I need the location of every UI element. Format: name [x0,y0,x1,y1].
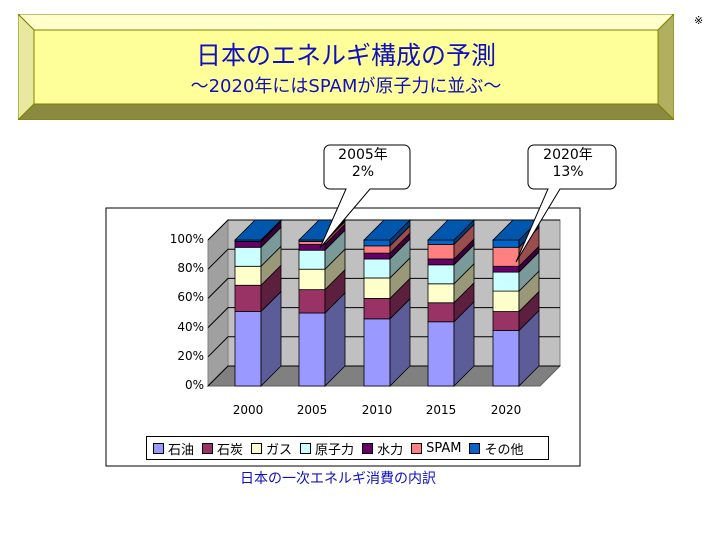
legend-swatch [251,442,263,454]
bar-front [298,312,326,387]
page-title: 日本のエネルギ構成の予測 [195,41,496,70]
corner-mark: ※ [694,14,704,27]
bar-front [298,249,326,270]
bars [234,219,540,387]
title-box: 日本のエネルギ構成の予測 ～2020年にはSPAMが原子力に並ぶ～ [18,14,674,120]
bar-front [298,289,326,314]
bar-front [363,297,391,320]
bar-front [492,239,520,248]
legend-label: その他 [484,442,524,458]
bar-front [427,258,455,266]
legend-label: 石炭 [217,442,244,458]
bar-front [427,302,455,323]
bar-segment [427,223,475,260]
legend-swatch [300,442,312,454]
x-tick-label: 2015 [425,403,457,417]
bar-front [234,265,262,286]
callout-2020-bubble [515,144,617,263]
bar-front [492,290,520,312]
bar-segment [427,262,475,304]
legend-item: SPAM [411,441,461,456]
bar-front [298,241,326,245]
bar-segment [298,229,346,271]
bar-front [234,311,262,387]
x-tick-label: 2005 [296,403,328,417]
legend-item: 石炭 [202,439,243,458]
bar-front [234,246,262,267]
bar-front [363,239,391,247]
legend-label: ガス [266,442,293,458]
chart-side-wall [207,218,229,388]
bar-front [298,268,326,291]
legend-item: 原子力 [300,439,354,458]
callout-2020: 2020年 13% [528,147,608,181]
chart-legend: 石油 石炭 ガス 原子力 水力 SPAM その他 [146,436,549,460]
bar-segment [492,290,540,332]
y-tick-label: 60% [177,290,204,305]
y-tick-label: 20% [177,348,204,363]
legend-swatch [153,442,164,454]
bar-front [363,318,391,387]
bar-front [492,330,520,387]
bar-front [363,252,391,260]
bar-top [427,219,475,241]
bar-segment [234,245,282,287]
bar-front [492,271,520,292]
page-subtitle: ～2020年にはSPAMが原子力に並ぶ～ [190,76,502,97]
legend-item: ガス [251,439,292,458]
y-tick-label: 80% [177,261,204,276]
bar-front [492,265,520,273]
bar-front [234,241,262,248]
bar-front [492,246,520,267]
legend-swatch [362,442,374,454]
bar-segment [363,238,411,279]
bar-front [234,284,262,312]
y-tick-label: 40% [177,319,204,334]
bar-front [427,239,455,245]
bar-front [427,264,455,285]
bar-front [492,311,520,331]
legend-item: 水力 [362,439,403,458]
callout-2005-bubble [319,144,411,249]
legend-label: 水力 [377,442,404,458]
bar-segment [363,297,411,387]
bar-segment [492,270,540,313]
bar-front [363,245,391,254]
bar-segment [234,226,282,268]
legend-swatch [202,442,214,454]
x-tick-label: 2020 [490,403,522,417]
y-tick-label: 100% [169,232,204,246]
chart-caption: 日本の一次エネルギ消費の内訳 [240,471,436,487]
y-tick-label: 0% [184,378,204,392]
bar-front [363,277,391,299]
legend-item: 石油 [153,439,194,458]
legend-label: SPAM [426,440,462,456]
bar-front [363,258,391,279]
callout-2020-year: 2020年 [543,147,593,163]
callout-2005-value: 2% [351,164,375,180]
bar-front [427,243,455,260]
legend-label: 石油 [168,442,195,458]
bar-front [427,321,455,387]
x-tick-label: 2000 [232,403,264,417]
bar-segment [298,268,346,314]
bar-segment [298,292,346,387]
x-tick-label: 2010 [361,403,393,417]
bar-top [363,219,411,241]
callout-2020-value: 13% [552,164,584,180]
legend-item: その他 [469,439,523,458]
callout-2005: 2005年 2% [323,147,403,181]
legend-swatch [411,442,423,454]
legend-swatch [469,442,481,454]
bar-segment [427,281,475,323]
bar-front [427,283,455,304]
callout-2005-year: 2005年 [338,147,388,163]
bar-top [234,219,282,241]
legend-label: 原子力 [315,442,355,458]
